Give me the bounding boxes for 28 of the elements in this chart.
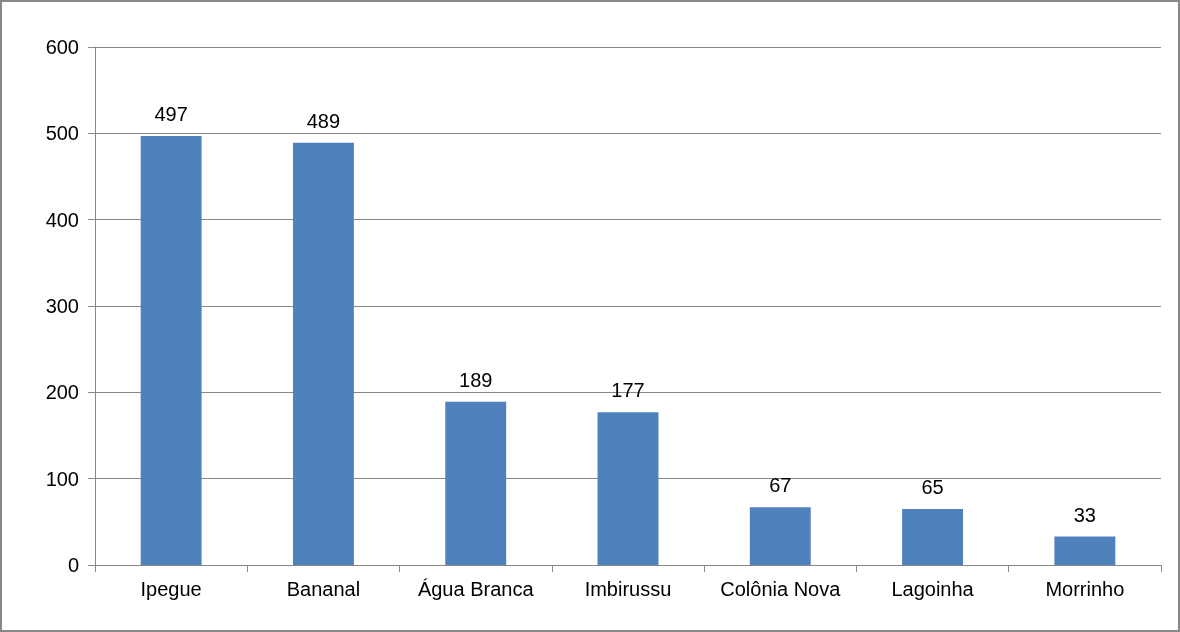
- x-tick-label: Morrinho: [1045, 578, 1125, 600]
- bar: [902, 508, 964, 565]
- data-label: 33: [1073, 503, 1096, 526]
- data-label: 497: [154, 102, 188, 125]
- y-tick-label: 300: [45, 295, 79, 317]
- y-tick-label: 200: [45, 381, 79, 404]
- data-label: 189: [459, 368, 493, 391]
- x-tick-label: Ipegue: [140, 578, 202, 600]
- x-tick-label: Colônia Nova: [720, 578, 842, 600]
- bar: [445, 401, 507, 565]
- data-label: 177: [611, 379, 645, 402]
- y-tick-label: 0: [67, 554, 79, 576]
- y-tick-label: 500: [45, 122, 79, 145]
- y-tick-label: 600: [45, 36, 79, 58]
- data-label: 67: [769, 474, 792, 497]
- x-tick-label: Água Branca: [417, 578, 535, 600]
- data-label: 489: [306, 109, 341, 132]
- bar: [749, 507, 811, 565]
- x-tick-label: Bananal: [286, 578, 361, 600]
- bar: [140, 135, 202, 565]
- bar: [292, 142, 354, 565]
- data-label: 65: [921, 475, 944, 498]
- x-tick-label: Lagoinha: [891, 578, 975, 600]
- y-tick-label: 100: [45, 467, 79, 490]
- y-tick-label: 400: [45, 208, 79, 231]
- bar: [1054, 536, 1116, 565]
- bar: [597, 412, 659, 565]
- x-tick-label: Imbirussu: [584, 578, 672, 600]
